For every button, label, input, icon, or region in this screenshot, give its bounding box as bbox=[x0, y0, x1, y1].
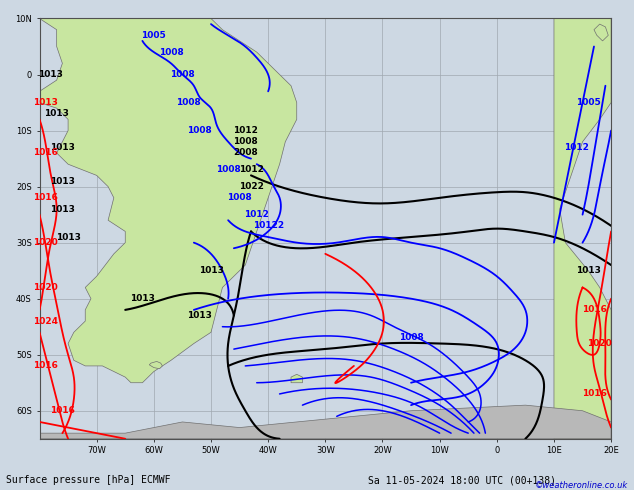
Text: 1013: 1013 bbox=[56, 233, 81, 242]
Text: 1013: 1013 bbox=[39, 70, 63, 79]
Text: 1008: 1008 bbox=[158, 48, 183, 57]
Text: 1012: 1012 bbox=[238, 165, 264, 174]
Text: 1013: 1013 bbox=[130, 294, 155, 303]
Text: 1008: 1008 bbox=[187, 126, 212, 135]
Text: 1013: 1013 bbox=[50, 204, 75, 214]
Text: 1008: 1008 bbox=[170, 70, 195, 79]
Polygon shape bbox=[39, 19, 297, 383]
Polygon shape bbox=[554, 19, 611, 439]
Text: 1016: 1016 bbox=[33, 148, 58, 157]
Text: 1008: 1008 bbox=[216, 165, 240, 174]
Text: Sa 11-05-2024 18:00 UTC (00+138): Sa 11-05-2024 18:00 UTC (00+138) bbox=[368, 475, 556, 485]
Text: 1013: 1013 bbox=[198, 266, 223, 275]
Text: 10122: 10122 bbox=[252, 221, 284, 230]
Text: 1020: 1020 bbox=[33, 238, 58, 247]
Text: 1008: 1008 bbox=[233, 137, 257, 147]
Text: Surface pressure [hPa] ECMWF: Surface pressure [hPa] ECMWF bbox=[6, 475, 171, 485]
Text: 1016: 1016 bbox=[33, 362, 58, 370]
Text: 1020: 1020 bbox=[587, 339, 612, 348]
Text: ©weatheronline.co.uk: ©weatheronline.co.uk bbox=[534, 481, 628, 490]
Text: 2008: 2008 bbox=[233, 148, 257, 157]
Polygon shape bbox=[594, 24, 608, 41]
Text: 1008: 1008 bbox=[227, 194, 252, 202]
Text: 1016: 1016 bbox=[50, 406, 75, 415]
Text: 1016: 1016 bbox=[33, 194, 58, 202]
Polygon shape bbox=[39, 405, 611, 439]
Text: 1012: 1012 bbox=[233, 126, 258, 135]
Text: 1016: 1016 bbox=[581, 305, 606, 315]
Text: 1013: 1013 bbox=[44, 109, 69, 118]
Text: 1013: 1013 bbox=[50, 176, 75, 186]
Text: 1013: 1013 bbox=[187, 311, 212, 320]
Text: 1008: 1008 bbox=[176, 98, 200, 107]
Text: 1020: 1020 bbox=[33, 283, 58, 292]
Text: 1013: 1013 bbox=[50, 143, 75, 152]
Text: 1022: 1022 bbox=[238, 182, 264, 191]
Text: 1008: 1008 bbox=[399, 333, 424, 343]
Text: 1016: 1016 bbox=[581, 390, 606, 398]
Text: 1024: 1024 bbox=[33, 317, 58, 325]
Text: 1012: 1012 bbox=[564, 143, 589, 152]
Text: 1013: 1013 bbox=[576, 266, 600, 275]
Text: 1012: 1012 bbox=[244, 210, 269, 219]
Text: 1005: 1005 bbox=[576, 98, 600, 107]
Text: 1005: 1005 bbox=[141, 31, 166, 40]
Text: 1013: 1013 bbox=[33, 98, 58, 107]
Polygon shape bbox=[149, 362, 162, 368]
Polygon shape bbox=[291, 374, 302, 383]
